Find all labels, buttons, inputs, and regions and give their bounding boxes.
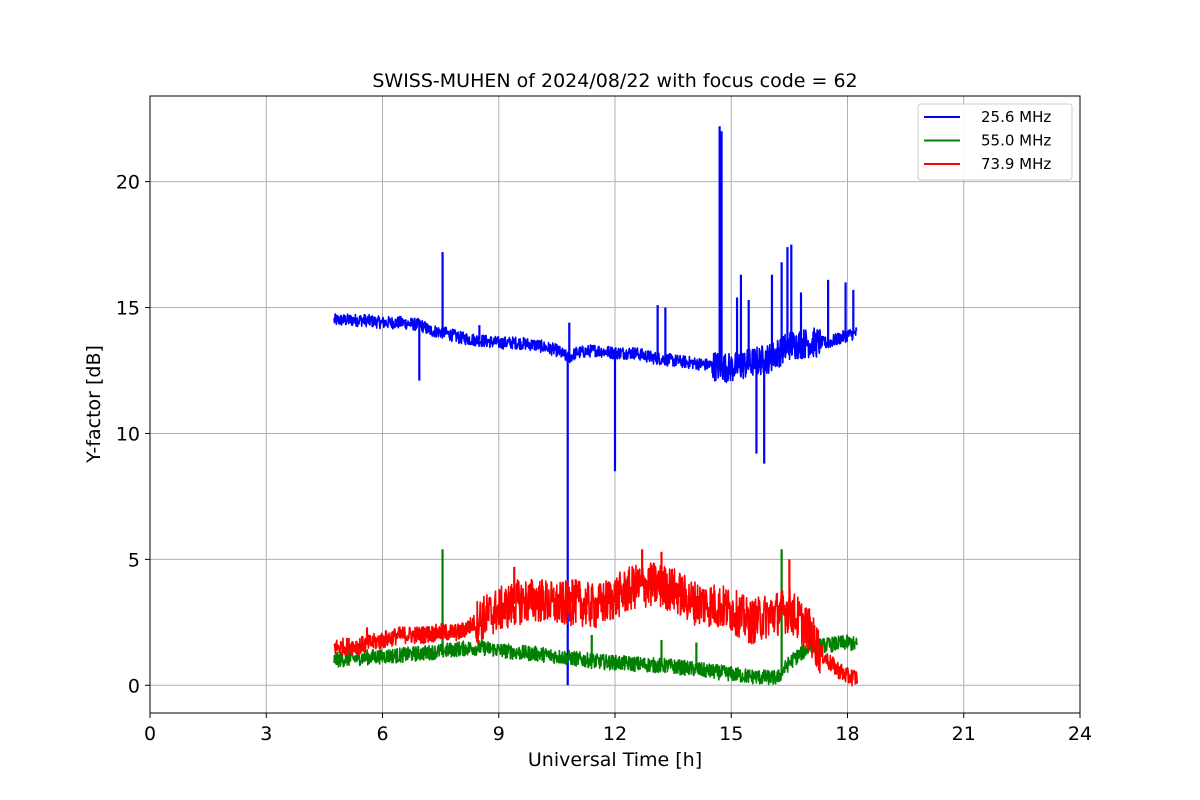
y-tick-label: 5	[128, 549, 140, 571]
series-2	[333, 549, 858, 687]
ticks: 0 3 6 9 12 15 18 21 24 0 5 10 15 20	[116, 172, 1092, 745]
series-0	[333, 126, 858, 686]
x-tick-label: 15	[719, 723, 743, 745]
x-tick-label: 12	[603, 723, 627, 745]
y-tick-label: 20	[116, 172, 140, 194]
legend-label: 73.9 MHz	[981, 155, 1051, 173]
x-tick-label: 18	[835, 723, 859, 745]
x-tick-label: 3	[260, 723, 272, 745]
y-tick-label: 15	[116, 298, 140, 320]
series-line	[333, 562, 858, 687]
x-tick-label: 21	[952, 723, 976, 745]
legend-label: 25.6 MHz	[981, 108, 1051, 126]
y-tick-label: 10	[116, 423, 140, 445]
y-tick-label: 0	[128, 675, 140, 697]
series-line	[333, 634, 858, 686]
series-line	[333, 313, 858, 384]
legend-box	[917, 103, 1073, 181]
x-axis-label: Universal Time [h]	[528, 749, 702, 771]
x-tick-label: 6	[376, 723, 388, 745]
x-tick-label: 24	[1068, 723, 1092, 745]
x-tick-label: 9	[493, 723, 505, 745]
legend: 25.6 MHz 55.0 MHz 73.9 MHz	[917, 103, 1073, 181]
chart-title: SWISS-MUHEN of 2024/08/22 with focus cod…	[372, 70, 857, 92]
legend-label: 55.0 MHz	[981, 132, 1051, 150]
x-tick-label: 0	[144, 723, 156, 745]
series-layer	[333, 126, 858, 687]
y-axis-label: Y-factor [dB]	[83, 345, 105, 464]
